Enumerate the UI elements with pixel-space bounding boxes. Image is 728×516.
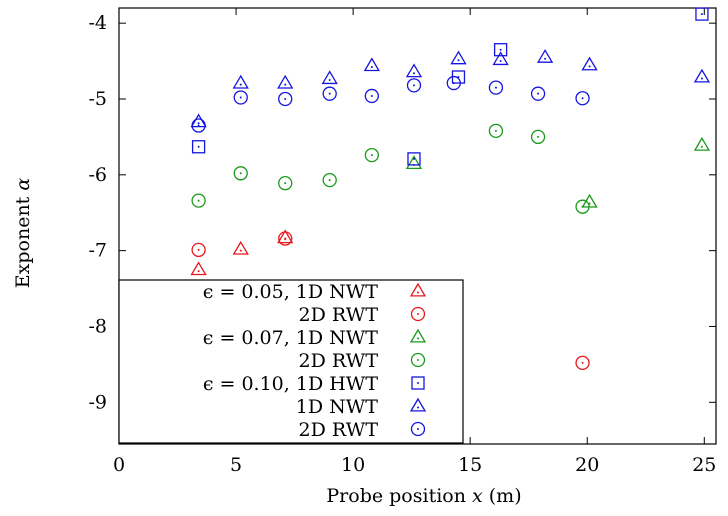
legend: ϵ = 0.05, 1D NWT 2D RWT ϵ = 0.07, 1D NWT…: [118, 279, 464, 444]
data-point: [278, 176, 293, 191]
data-point: [493, 43, 508, 57]
x-tick-label: 5: [230, 454, 242, 476]
data-point: [492, 51, 509, 66]
legend-marker: [410, 352, 426, 368]
series-4: [191, 7, 709, 166]
data-point: [232, 240, 249, 255]
data-point: [695, 7, 709, 21]
x-tick-label: 20: [575, 454, 599, 476]
data-point: [322, 86, 337, 101]
data-point: [406, 78, 422, 93]
series-1: [191, 231, 590, 371]
legend-box: [118, 279, 464, 444]
data-point: [407, 152, 421, 166]
x-tick-label: 25: [692, 454, 716, 476]
data-points: [190, 7, 711, 371]
y-tick-label: -5: [88, 88, 107, 110]
series-0: [190, 229, 294, 276]
y-tick-label: -4: [88, 12, 107, 34]
data-point: [278, 91, 293, 107]
x-tick-label: 15: [458, 454, 482, 476]
axis-ticks: 0 5 10 15 20 25 -4 -5 -6 -7 -8 -9: [88, 8, 716, 476]
x-tick-label: 10: [341, 454, 365, 476]
x-axis-label: Probe position x (m): [326, 485, 521, 507]
legend-label-eps007-nwt: ϵ = 0.07, 1D NWT: [203, 327, 379, 349]
x-tick-label: 0: [113, 454, 125, 476]
data-point: [530, 129, 546, 145]
legend-marker: [411, 376, 425, 390]
data-point: [405, 63, 423, 78]
data-point: [321, 70, 338, 85]
data-point: [446, 75, 461, 91]
data-point: [488, 123, 504, 138]
data-point: [575, 355, 590, 371]
legend-marker: [410, 306, 426, 322]
y-tick-label: -9: [88, 391, 107, 413]
legend-label-eps010-rwt: 2D RWT: [299, 419, 379, 441]
data-point: [488, 80, 504, 95]
axes: [118, 7, 717, 445]
data-point: [364, 147, 379, 163]
data-point: [364, 88, 379, 104]
data-point: [575, 91, 590, 106]
data-point: [530, 86, 546, 101]
series-6: [191, 75, 590, 133]
data-point: [233, 90, 248, 105]
legend-marker: [409, 282, 427, 297]
data-point: [190, 261, 207, 276]
data-point: [232, 74, 249, 89]
legend-marker: [409, 328, 427, 343]
y-axis-label: Exponent α: [12, 178, 34, 289]
data-point: [191, 140, 206, 154]
legend-label-eps005-nwt: ϵ = 0.05, 1D NWT: [203, 281, 379, 303]
data-point: [233, 166, 248, 181]
data-point: [191, 118, 206, 133]
y-tick-label: -6: [88, 164, 107, 186]
series-3: [191, 123, 590, 214]
series-2: [405, 136, 711, 208]
y-tick-label: -7: [88, 240, 107, 262]
plot-frame: [118, 7, 717, 445]
legend-label-eps007-rwt: 2D RWT: [299, 350, 379, 372]
legend-label-eps005-rwt: 2D RWT: [299, 304, 379, 326]
legend-marker: [410, 421, 426, 437]
data-point: [322, 172, 337, 188]
data-point: [363, 57, 380, 72]
legend-label-eps010-nwt: 1D NWT: [296, 396, 379, 418]
data-point: [191, 242, 206, 258]
data-point: [575, 199, 590, 214]
data-point: [581, 56, 598, 71]
data-point: [536, 49, 554, 63]
legend-label-eps010-hwt: ϵ = 0.10, 1D HWT: [203, 373, 378, 395]
data-point: [693, 136, 711, 151]
legend-markers: [409, 282, 427, 437]
y-tick-label: -8: [88, 315, 107, 337]
data-point: [277, 74, 294, 89]
data-point: [278, 231, 293, 246]
legend-marker: [409, 397, 427, 412]
data-point: [191, 193, 206, 208]
data-point: [693, 68, 711, 83]
data-point: [450, 50, 467, 65]
